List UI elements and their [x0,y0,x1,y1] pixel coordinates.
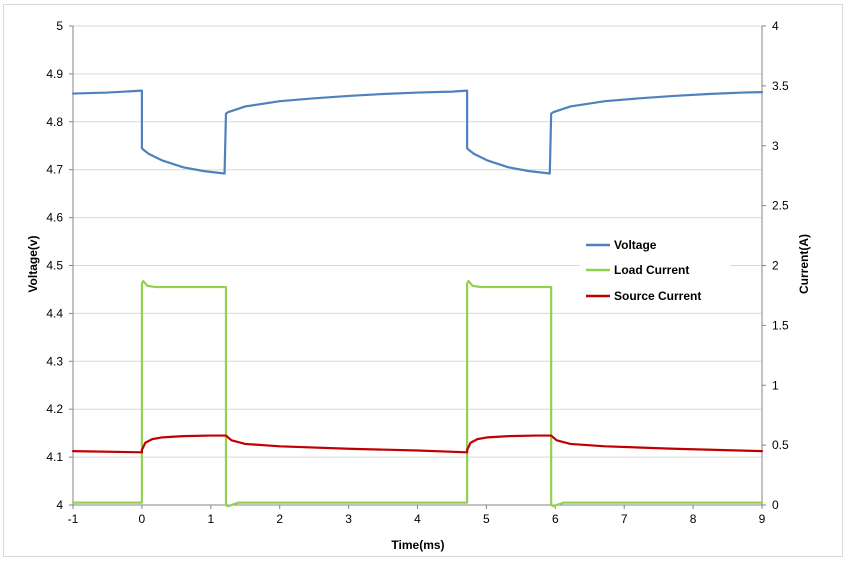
y2-tick-label: 2.5 [772,199,789,213]
y-tick-label: 4.3 [46,354,63,368]
y2-tick-label: 2 [772,259,779,273]
y2-tick-label: 3.5 [772,79,789,93]
y2-tick-label: 1 [772,378,779,392]
x-axis-ticks: -1 0 1 2 3 4 5 6 7 8 9 [68,505,766,526]
y-tick-label: 4 [56,498,63,512]
y-tick-label: 4.6 [46,211,63,225]
x-axis-title: Time(ms) [391,538,444,552]
y2-axis-ticks: 0 0.5 1 1.5 2 2.5 3 3.5 4 [772,19,789,512]
legend-label-load-current: Load Current [614,263,689,277]
y-tick-label: 4.1 [46,450,63,464]
x-tick-label: -1 [68,512,79,526]
x-tick-label: 6 [552,512,559,526]
legend-label-source-current: Source Current [614,289,701,303]
y-tick-label: 4.7 [46,163,63,177]
x-tick-label: 9 [759,512,766,526]
y-axis-ticks: 4 4.1 4.2 4.3 4.4 4.5 4.6 4.7 4.8 4.9 5 [46,19,63,512]
y2-tick-label: 3 [772,139,779,153]
y2-tick-label: 4 [772,19,779,33]
y-tick-label: 5 [56,19,63,33]
x-tick-label: 2 [276,512,283,526]
series-group [71,89,764,508]
y2-tick-label: 0.5 [772,438,789,452]
x-tick-label: 8 [690,512,697,526]
x-tick-label: 7 [621,512,628,526]
y-tick-label: 4.5 [46,259,63,273]
legend-label-voltage: Voltage [614,238,657,252]
series-line-voltage [71,89,764,175]
x-tick-label: 1 [207,512,214,526]
series-line-source-current [71,434,764,454]
legend: Voltage Load Current Source Current [580,232,730,310]
x-tick-label: 3 [345,512,352,526]
y2-axis-title: Current(A) [797,234,811,294]
y-axis-title: Voltage(v) [26,235,40,292]
x-tick-label: 5 [483,512,490,526]
y2-tick-label: 0 [772,498,779,512]
x-tick-label: 4 [414,512,421,526]
y-tick-label: 4.8 [46,115,63,129]
series-line-load-current [71,279,764,508]
y-tick-label: 4.2 [46,402,63,416]
y-tick-label: 4.9 [46,67,63,81]
y2-tick-label: 1.5 [772,318,789,332]
y-tick-label: 4.4 [46,306,63,320]
x-tick-label: 0 [139,512,146,526]
